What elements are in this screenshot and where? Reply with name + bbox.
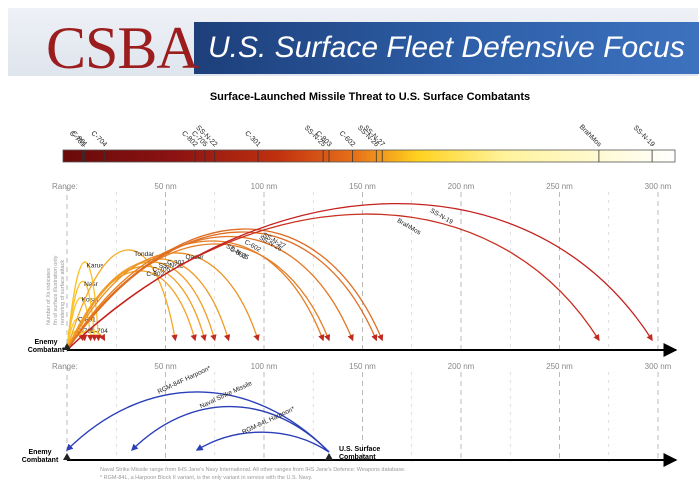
trajectory-label-c-705: C-705 xyxy=(152,267,170,274)
footnote-1: Naval Strike Missile range from IHS Jane… xyxy=(100,467,406,473)
tick-label-200: 200 nm xyxy=(448,182,475,191)
trajectory-brahmos xyxy=(66,213,600,351)
enemy-combatant-label-defense: Enemy Combatant xyxy=(22,449,59,464)
tick-label-300: 300 nm xyxy=(645,182,672,191)
trajectory-label-c-802: C-802 xyxy=(146,271,164,278)
bar-label-ss-n-19: SS-N-19 xyxy=(632,124,656,148)
side-note-3: rendering of surface attack xyxy=(60,260,66,325)
footnote-2: * RGM-84L, a Harpoon Block II variant, i… xyxy=(100,475,313,481)
title-band xyxy=(194,22,699,74)
range-label-2: Range: xyxy=(52,362,78,371)
range-label-1: Range: xyxy=(52,182,78,191)
bar-label-c-704: C-704 xyxy=(90,130,109,149)
axes xyxy=(67,343,678,467)
color-bar xyxy=(62,149,676,163)
trajectory-ss-n-19 xyxy=(66,202,653,351)
range-axis-labels: Range: 50 nm 100 nm 150 nm 200 nm 250 nm 300 n… xyxy=(52,182,672,371)
defense-label-naval-strike-missile: Naval Strike Missile xyxy=(199,380,254,410)
trajectory-label-karus: Karus xyxy=(87,262,105,269)
header-banner: CSBA U.S. Surface Fleet Defensive Focus xyxy=(8,8,699,81)
us-ship-marker xyxy=(325,453,334,460)
enemy-ship-marker xyxy=(63,343,71,350)
trajectory-ss-n-22 xyxy=(66,261,217,351)
bar-label-c-301: C-301 xyxy=(243,130,262,149)
trajectory-qader xyxy=(66,252,260,351)
tick-label-100: 100 nm xyxy=(251,182,278,191)
threat-trajectories: C-701C-801C-704KosarNasrKarusTondarC-802… xyxy=(66,202,653,351)
side-note-1: Number of Xs indicates xyxy=(46,268,52,325)
csba-logo: CSBA xyxy=(46,15,200,81)
bar-label-c-602: C-602 xyxy=(338,130,357,149)
enemy-combatant-label: Enemy Combatant xyxy=(28,339,65,354)
tick-label-250: 250 nm xyxy=(546,362,573,371)
tick-label-50: 50 nm xyxy=(154,182,177,191)
trajectory-karus xyxy=(66,261,102,351)
defense-trajectory-naval-strike-missile xyxy=(131,405,330,453)
tick-label-150: 150 nm xyxy=(349,182,376,191)
footnotes: Naval Strike Missile range from IHS Jane… xyxy=(100,467,406,481)
trajectory-label-ss-n-22: SS-N-22 xyxy=(159,262,184,269)
enemy-ship-marker xyxy=(63,453,71,460)
side-note-2: fin of surface illustration only xyxy=(53,255,59,325)
defense-trajectory-rgm-84l-harpoon xyxy=(195,431,330,453)
tick-label-50: 50 nm xyxy=(154,362,177,371)
slide-title: U.S. Surface Fleet Defensive Focus xyxy=(208,31,685,64)
trajectory-ss-n-27 xyxy=(66,228,384,351)
tick-label-250: 250 nm xyxy=(546,182,573,191)
trajectory-label-c-301: C-301 xyxy=(167,260,185,267)
bar-label-brahmos: BrahMos xyxy=(578,124,603,149)
tick-label-300: 300 nm xyxy=(645,362,672,371)
side-notes: Number of Xs indicates fin of surface ill… xyxy=(46,255,66,325)
color-bar-ticks xyxy=(82,150,653,162)
trajectory-label-tondar: Tondar xyxy=(134,251,155,258)
chart-title: Surface-Launched Missile Threat to U.S. … xyxy=(210,91,530,103)
tick-label-100: 100 nm xyxy=(251,362,278,371)
trajectory-tondar xyxy=(66,249,178,351)
trajectory-ss-n-25 xyxy=(66,240,325,351)
grid-lines xyxy=(66,186,659,462)
defense-trajectories: RGM-84F Harpoon*Naval Strike MissileRGM-… xyxy=(66,365,330,453)
tick-label-150: 150 nm xyxy=(349,362,376,371)
trajectory-label-brahmos: BrahMos xyxy=(396,217,423,236)
combatant-markers: Enemy Combatant Enemy Combatant U.S. Surface… xyxy=(22,339,381,464)
tick-label-200: 200 nm xyxy=(448,362,475,371)
us-combatant-label: U.S. Surface Combatant xyxy=(339,446,380,461)
defense-trajectory-rgm-84f-harpoon xyxy=(66,391,330,453)
trajectory-label-c-704: C-704 xyxy=(90,328,108,335)
